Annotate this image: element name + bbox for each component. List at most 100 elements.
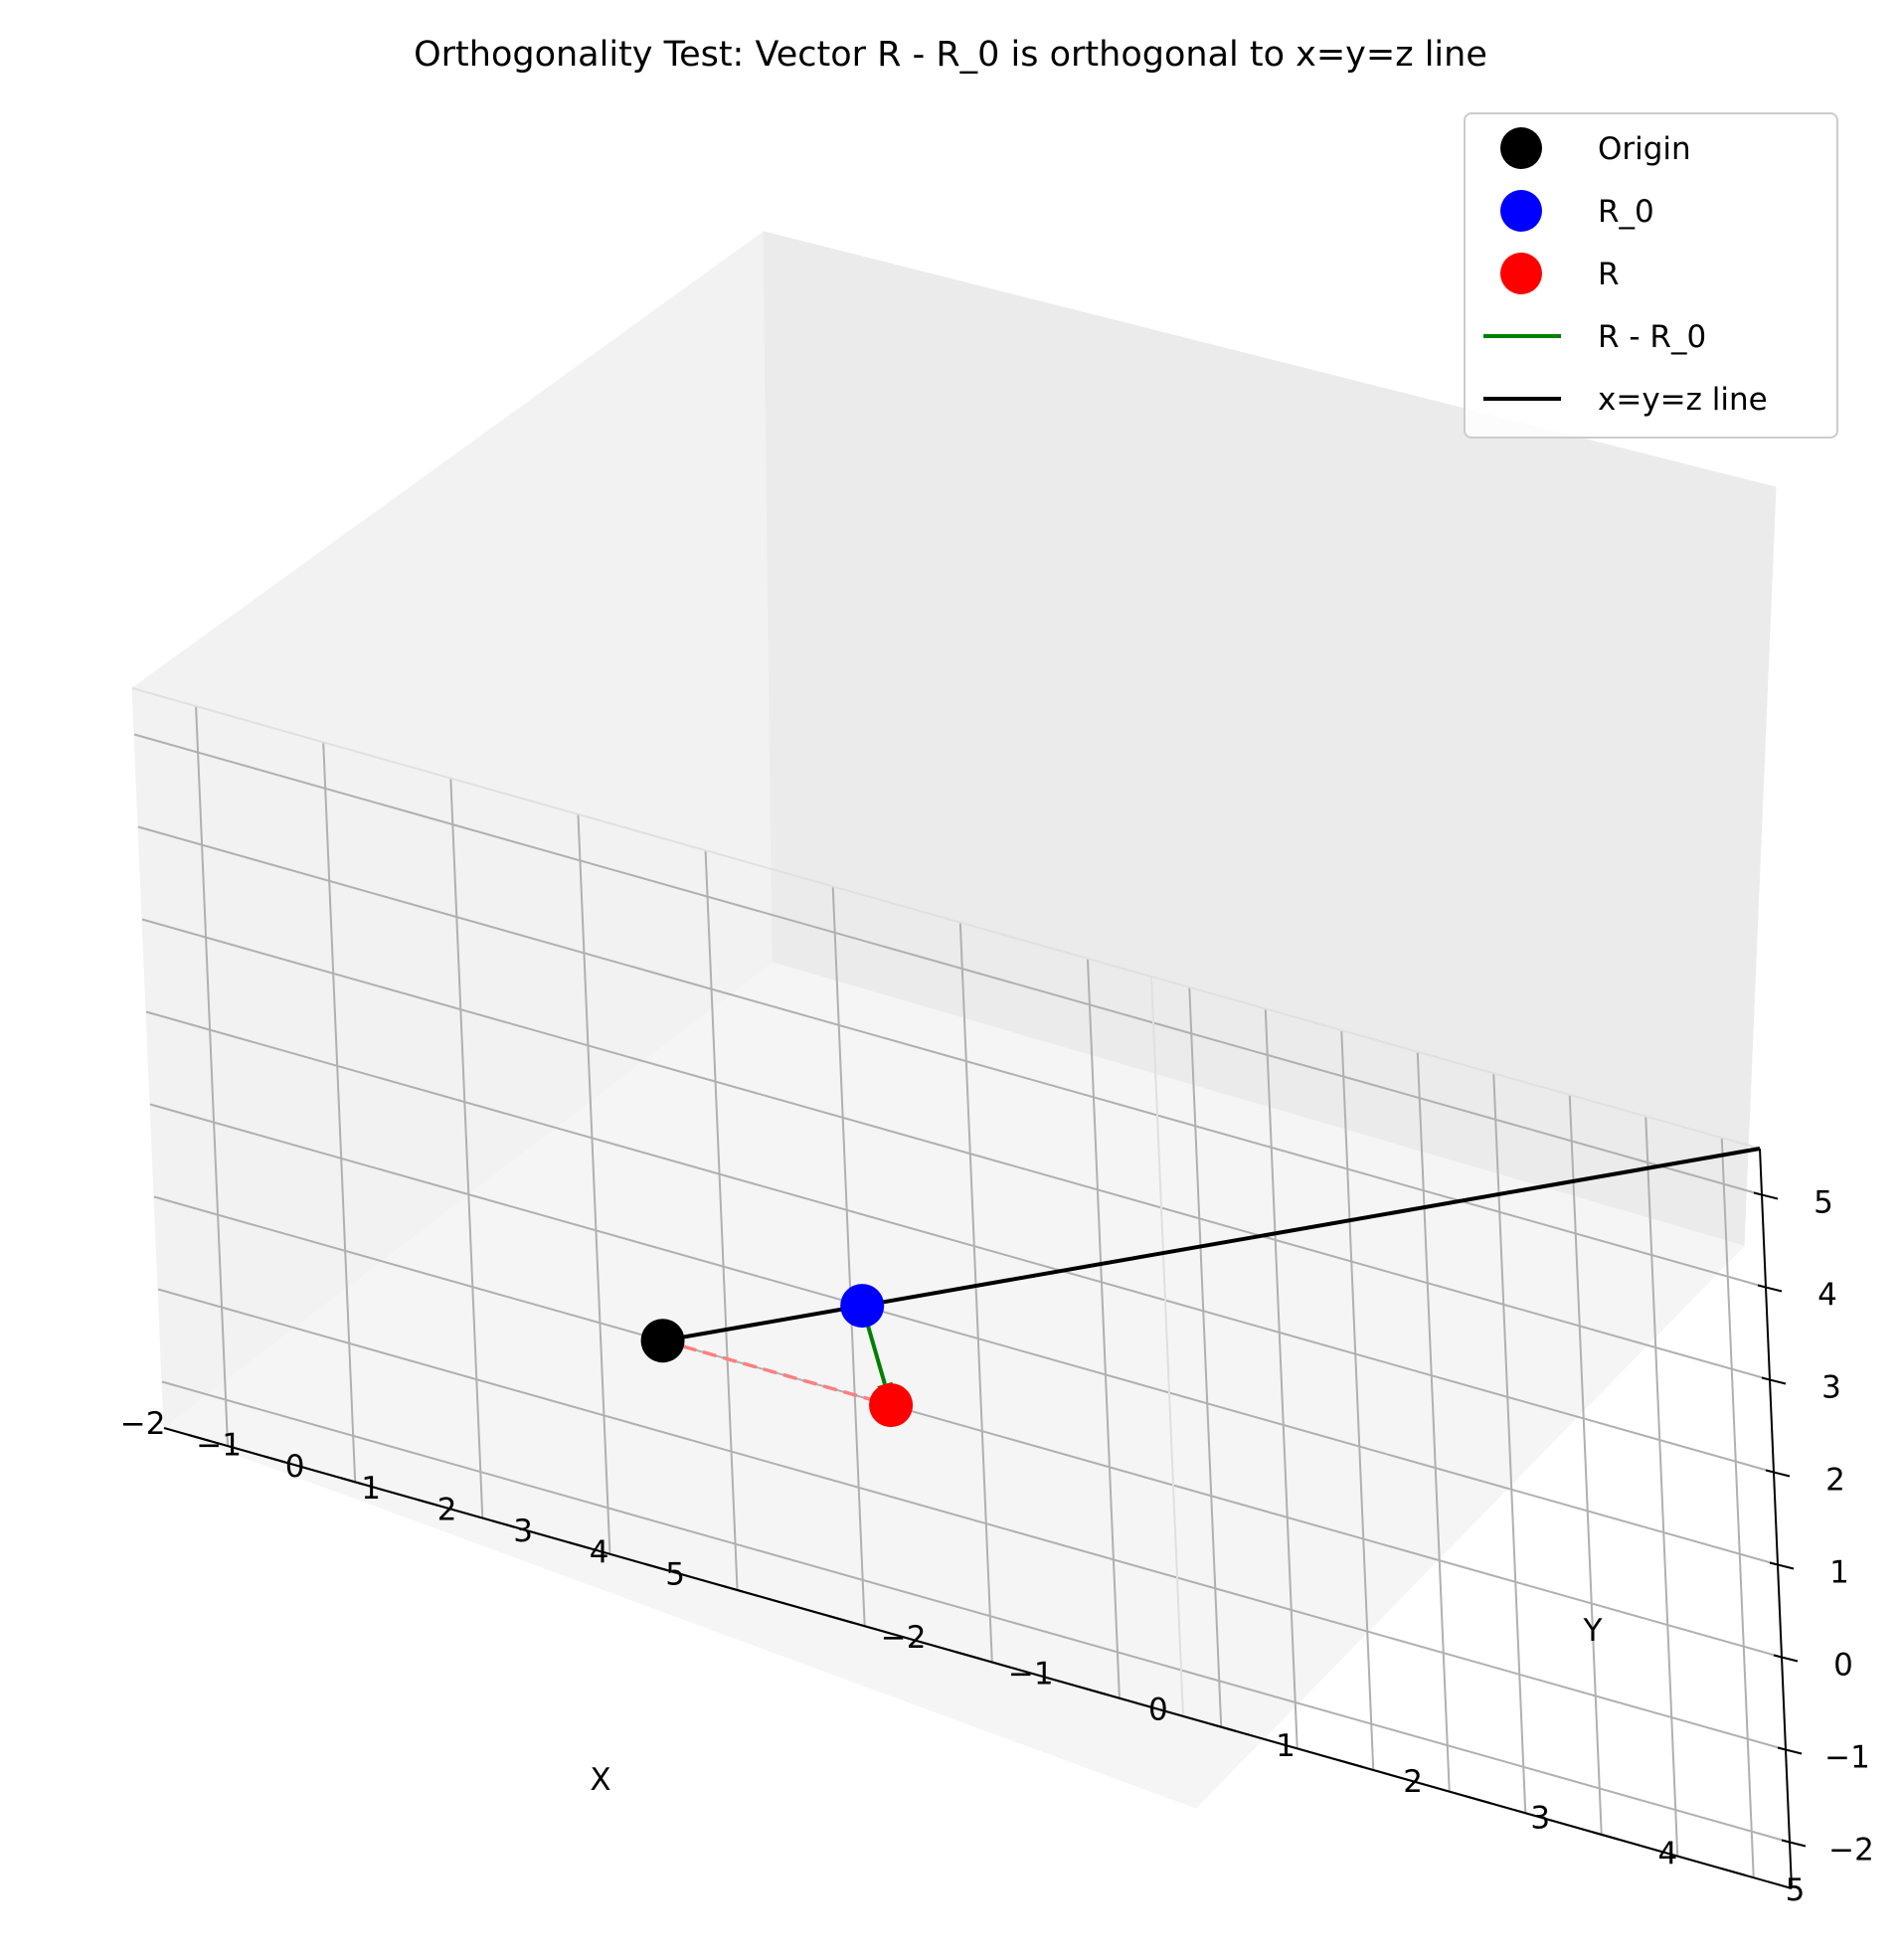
legend-frame [1464,112,1838,439]
grid-left-y [322,742,357,1483]
y-tick [1465,1795,1491,1805]
z-tick-label: 2 [1825,1463,1845,1499]
grid-back-z [1164,1299,1775,1474]
y-tick [955,1651,981,1661]
y-tick-label: 5 [1786,1872,1806,1908]
x-tick [340,1477,363,1486]
y-tick-label: 1 [1276,1728,1296,1764]
legend-marker-r [1500,253,1542,294]
grid-back-z [1168,1391,1779,1566]
grid-left-y [958,922,993,1663]
z-tick [1773,1654,1799,1663]
x-tick-label: 5 [665,1556,685,1592]
x-tick-label: −2 [120,1406,166,1442]
grid-back-z [1176,1576,1787,1751]
y-tick-label: 2 [1403,1764,1423,1800]
grid-left-z [157,1288,1178,1579]
z-tick-label: 3 [1821,1370,1841,1406]
legend-label-x-y-z-line: x=y=z line [1598,382,1768,418]
grid-left-y [831,886,866,1627]
x-tick-label: −1 [196,1428,242,1464]
axes: −2 −1 0 1 2 3 4 5 −2 −1 0 1 2 3 4 5 −2 −1 0 1 2 3 4 5 [120,1148,1874,1908]
grid-back-x [1188,986,1223,1727]
x-tick-label: 0 [285,1449,305,1485]
z-tick [1753,1191,1779,1200]
y-axis-label: Y [1583,1613,1603,1649]
grid-back-z [1180,1669,1791,1844]
x-tick [721,1584,743,1593]
y-tick-label: 0 [1148,1693,1168,1728]
x-tick-label: 4 [590,1535,609,1571]
chart-title: Orthogonality Test: Vector R - R_0 is or… [414,35,1487,75]
x-tick-label: 3 [513,1514,533,1549]
pane-edge [131,687,1152,978]
z-tick [1765,1469,1791,1478]
grid-left-y [1086,958,1121,1698]
grid-back-x [1644,1116,1679,1857]
grid-left-z [133,733,1154,1024]
grid-left-z [149,1103,1170,1394]
grid-left-y [704,850,739,1591]
legend: Origin R_0 R R - R_0 x=y=z line [1464,112,1838,439]
grid-left-z [137,825,1158,1117]
x-tick [264,1455,286,1464]
point-origin [640,1319,685,1363]
grid-back-z [1172,1484,1783,1659]
y-axis-line [772,1599,1793,1889]
pane-floor [162,962,1745,1809]
grid-left-y [449,778,484,1518]
z-tick [1757,1284,1783,1293]
z-tick-label: −1 [1824,1740,1870,1776]
grid-back-x [1416,1051,1451,1792]
z-tick [1777,1746,1803,1755]
z-tick-label: 1 [1829,1555,1849,1591]
y-tick [828,1614,854,1624]
y-tick [1592,1831,1619,1841]
legend-marker-origin [1500,127,1542,169]
x-axis-label: X [590,1762,610,1798]
z-tick-label: −2 [1828,1833,1874,1869]
x-tick [644,1562,667,1571]
y-tick [1083,1687,1109,1696]
grid-left-y [577,813,611,1554]
x-tick-label: 1 [361,1471,381,1507]
x-tick [492,1519,515,1528]
grid-left-z [145,1010,1166,1302]
z-tick [1769,1561,1795,1570]
point-r [869,1383,914,1428]
legend-label-r-r-0: R - R_0 [1598,319,1706,355]
point-r-0 [840,1284,885,1329]
grid-left-y [195,706,230,1447]
x-tick [417,1498,438,1507]
pane-edge [1150,976,1184,1717]
z-axis-line [1759,1148,1793,1889]
grid-left-z [161,1380,1182,1672]
legend-label-origin: Origin [1598,131,1691,167]
grid-back-x [1264,1008,1298,1749]
y-tick [1337,1758,1364,1768]
y-tick [1719,1867,1746,1876]
grid-back-x [1492,1073,1527,1814]
z-tick-label: 0 [1833,1648,1853,1684]
legend-marker-r-0 [1500,190,1542,232]
y-tick-label: −1 [1008,1656,1054,1692]
legend-label-r-0: R_0 [1598,194,1654,230]
x-tick-label: 2 [437,1492,457,1527]
pane-edge [1150,976,1761,1150]
grid-back-x [1720,1138,1755,1878]
z-tick [1781,1839,1807,1848]
y-tick-label: 3 [1530,1800,1550,1836]
z-tick [1761,1376,1787,1385]
x-tick [569,1541,591,1550]
grid-left-z [141,918,1162,1209]
z-tick-label: 5 [1814,1185,1833,1221]
y-tick-label: 4 [1657,1837,1677,1872]
grid-back-x [1340,1030,1375,1771]
grid-back-x [1568,1094,1603,1835]
dashed-line-connector [662,1338,892,1407]
y-tick [1210,1722,1237,1732]
z-tick-label: 4 [1817,1278,1837,1314]
data-layer [640,1147,1761,1428]
